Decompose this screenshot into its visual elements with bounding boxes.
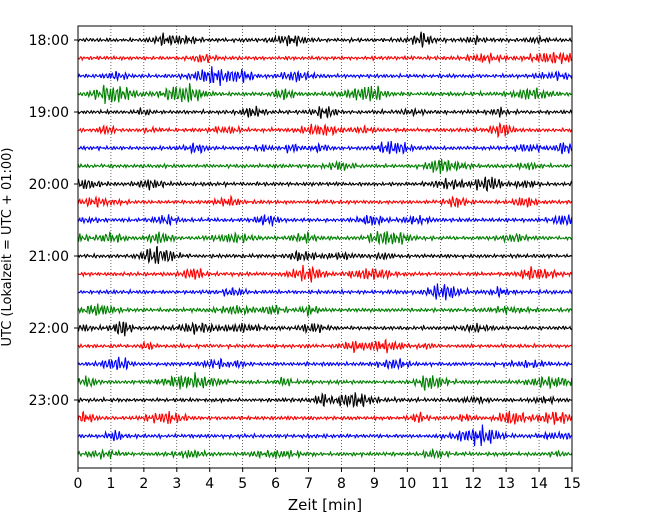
trace-2115	[77, 264, 573, 283]
trace-2215	[77, 338, 573, 354]
trace-2030	[77, 214, 573, 227]
x-tick-label: 13	[497, 476, 515, 492]
x-tick-label: 0	[74, 476, 83, 492]
x-tick-label: 3	[172, 476, 181, 492]
trace-1900	[77, 105, 573, 119]
x-tick-label: 7	[304, 476, 313, 492]
x-tick-label: 14	[530, 476, 548, 492]
x-axis-label: Zeit [min]	[288, 496, 362, 514]
x-tick-label: 12	[464, 476, 482, 492]
y-tick-label: 23:00	[29, 393, 69, 409]
trace-2100	[77, 245, 573, 265]
x-tick-label: 1	[106, 476, 115, 492]
y-tick-label: 22:00	[29, 321, 69, 337]
x-tick-label: 6	[271, 476, 280, 492]
trace-1930	[77, 140, 573, 155]
trace-2015	[77, 194, 573, 209]
trace-1815	[77, 51, 572, 65]
trace-2145	[77, 303, 572, 317]
trace-2000	[77, 176, 573, 193]
trace-2045	[77, 231, 573, 246]
trace-2245	[77, 372, 573, 391]
trace-2230	[77, 356, 573, 371]
y-tick-label: 21:00	[29, 249, 69, 265]
trace-1945	[77, 158, 573, 175]
trace-2330	[77, 424, 572, 447]
y-tick-label: 19:00	[29, 105, 69, 121]
trace-1845	[77, 83, 572, 105]
trace-2345	[77, 447, 573, 460]
trace-1915	[77, 121, 573, 139]
trace-2300	[77, 391, 573, 409]
trace-1800	[77, 31, 573, 48]
x-tick-label: 15	[563, 476, 581, 492]
x-tick-label: 9	[370, 476, 379, 492]
plot-frame	[77, 25, 573, 469]
trace-2130	[77, 283, 572, 301]
y-axis-label: UTC (Lokalzeit = UTC + 01:00)	[0, 148, 15, 347]
y-tick-label: 18:00	[29, 33, 69, 49]
x-tick-label: 5	[238, 476, 247, 492]
x-tick-label: 4	[205, 476, 214, 492]
traces	[77, 31, 573, 460]
x-axis-ticks: 0 1 2 3 4 5 6 7 8 9 10 11 12 13 14 15	[74, 468, 581, 492]
y-tick-label: 20:00	[29, 177, 69, 193]
y-axis-ticks: 18:00 19:00 20:00 21:00 22:00 23:00	[29, 33, 78, 409]
x-tick-label: 10	[398, 476, 416, 492]
trace-1830	[77, 66, 573, 86]
x-tick-label: 11	[431, 476, 449, 492]
x-tick-label: 2	[139, 476, 148, 492]
trace-2315	[77, 410, 573, 425]
trace-2200	[77, 321, 573, 337]
x-tick-label: 8	[337, 476, 346, 492]
